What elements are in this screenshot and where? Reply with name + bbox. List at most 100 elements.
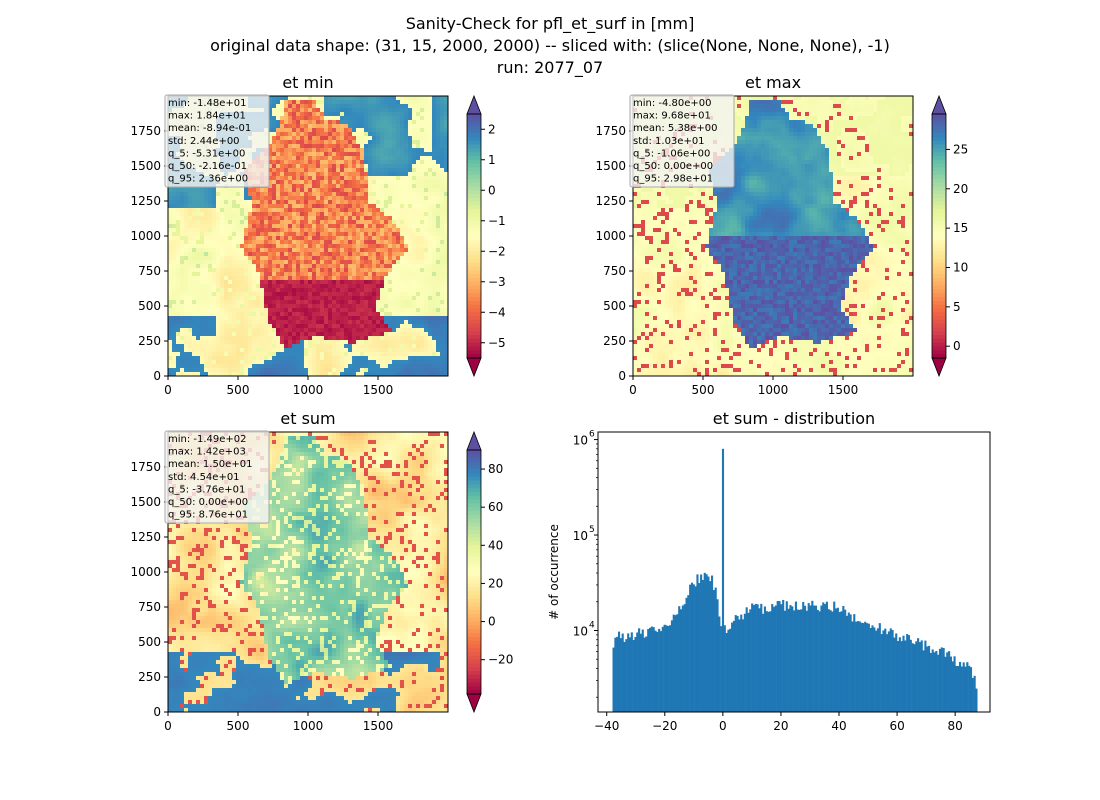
heatmap-cell bbox=[420, 232, 425, 237]
heatmap-cell bbox=[376, 144, 381, 149]
heatmap-cell bbox=[376, 248, 381, 253]
heatmap-cell bbox=[240, 196, 245, 201]
heatmap-cell bbox=[300, 164, 305, 169]
heatmap-cell bbox=[384, 360, 389, 365]
heatmap-cell bbox=[412, 128, 417, 133]
heatmap-cell bbox=[444, 268, 449, 273]
heatmap-cell bbox=[308, 252, 313, 257]
heatmap-cell bbox=[300, 156, 305, 161]
heatmap-cell bbox=[284, 192, 289, 197]
heatmap-cell bbox=[348, 360, 353, 365]
heatmap-cell bbox=[192, 212, 197, 217]
heatmap-cell bbox=[356, 104, 361, 109]
heatmap-cell bbox=[408, 268, 413, 273]
heatmap-cell bbox=[368, 276, 373, 281]
heatmap-cell bbox=[304, 132, 309, 137]
heatmap-cell bbox=[176, 320, 181, 325]
heatmap-cell bbox=[308, 344, 313, 349]
heatmap-cell bbox=[216, 248, 221, 253]
heatmap-cell bbox=[444, 336, 449, 341]
heatmap-cell bbox=[424, 184, 429, 189]
heatmap-cell bbox=[424, 256, 429, 261]
heatmap-cell bbox=[440, 184, 445, 189]
heatmap-cell bbox=[400, 152, 405, 157]
heatmap-cell bbox=[432, 124, 437, 129]
heatmap-cell bbox=[264, 196, 269, 201]
heatmap-cell bbox=[312, 204, 317, 209]
heatmap-cell bbox=[348, 348, 353, 353]
heatmap-cell bbox=[348, 332, 353, 337]
heatmap-cell bbox=[420, 308, 425, 313]
heatmap-cell bbox=[380, 164, 385, 169]
heatmap-cell bbox=[316, 240, 321, 245]
heatmap-cell bbox=[392, 344, 397, 349]
heatmap-cell bbox=[412, 284, 417, 289]
heatmap-cell bbox=[260, 316, 265, 321]
heatmap-cell bbox=[440, 236, 445, 241]
heatmap-cell bbox=[416, 224, 421, 229]
heatmap-cell bbox=[212, 324, 217, 329]
heatmap-cell bbox=[348, 96, 353, 101]
heatmap-cell bbox=[228, 212, 233, 217]
heatmap-cell bbox=[428, 160, 433, 165]
heatmap-cell bbox=[404, 152, 409, 157]
heatmap-cell bbox=[380, 360, 385, 365]
heatmap-cell bbox=[348, 308, 353, 313]
heatmap-cell bbox=[436, 116, 441, 121]
heatmap-cell bbox=[424, 372, 429, 377]
heatmap-cell bbox=[352, 136, 357, 141]
heatmap-cell bbox=[308, 160, 313, 165]
heatmap-cell bbox=[288, 108, 293, 113]
heatmap-cell bbox=[240, 352, 245, 357]
heatmap-cell bbox=[204, 232, 209, 237]
heatmap-cell bbox=[364, 268, 369, 273]
heatmap-cell bbox=[344, 364, 349, 369]
heatmap-cell bbox=[368, 172, 373, 177]
heatmap-cell bbox=[340, 212, 345, 217]
heatmap-cell bbox=[356, 200, 361, 205]
heatmap-cell bbox=[384, 312, 389, 317]
heatmap-cell bbox=[296, 100, 301, 105]
heatmap-cell bbox=[288, 284, 293, 289]
colorbar-segment bbox=[467, 239, 481, 245]
heatmap-cell bbox=[276, 244, 281, 249]
heatmap-cell bbox=[204, 244, 209, 249]
heatmap-cell bbox=[188, 324, 193, 329]
heatmap-cell bbox=[192, 200, 197, 205]
heatmap-cell bbox=[256, 284, 261, 289]
heatmap-cell bbox=[176, 340, 181, 345]
heatmap-cell bbox=[272, 164, 277, 169]
heatmap-cell bbox=[392, 292, 397, 297]
heatmap-cell bbox=[184, 256, 189, 261]
heatmap-cell bbox=[264, 252, 269, 257]
heatmap-cell bbox=[392, 148, 397, 153]
heatmap-cell bbox=[444, 108, 449, 113]
heatmap-cell bbox=[436, 216, 441, 221]
heatmap-cell bbox=[392, 128, 397, 133]
heatmap-cell bbox=[388, 128, 393, 133]
heatmap-cell bbox=[244, 248, 249, 253]
heatmap-cell bbox=[340, 332, 345, 337]
heatmap-cell bbox=[328, 164, 333, 169]
heatmap-cell bbox=[440, 252, 445, 257]
heatmap-cell bbox=[212, 316, 217, 321]
heatmap-cell bbox=[420, 200, 425, 205]
heatmap-cell bbox=[200, 228, 205, 233]
heatmap-cell bbox=[320, 136, 325, 141]
heatmap-cell bbox=[408, 160, 413, 165]
heatmap-cell bbox=[320, 132, 325, 137]
heatmap-cell bbox=[436, 312, 441, 317]
heatmap-cell bbox=[392, 196, 397, 201]
heatmap-cell bbox=[436, 300, 441, 305]
heatmap-cell bbox=[404, 104, 409, 109]
heatmap-cell bbox=[272, 296, 277, 301]
heatmap-cell bbox=[360, 192, 365, 197]
heatmap-cell bbox=[300, 328, 305, 333]
heatmap-cell bbox=[352, 188, 357, 193]
heatmap-cell bbox=[288, 120, 293, 125]
heatmap-cell bbox=[388, 292, 393, 297]
heatmap-cell bbox=[400, 268, 405, 273]
heatmap-cell bbox=[336, 324, 341, 329]
heatmap-cell bbox=[340, 284, 345, 289]
heatmap-cell bbox=[252, 228, 257, 233]
